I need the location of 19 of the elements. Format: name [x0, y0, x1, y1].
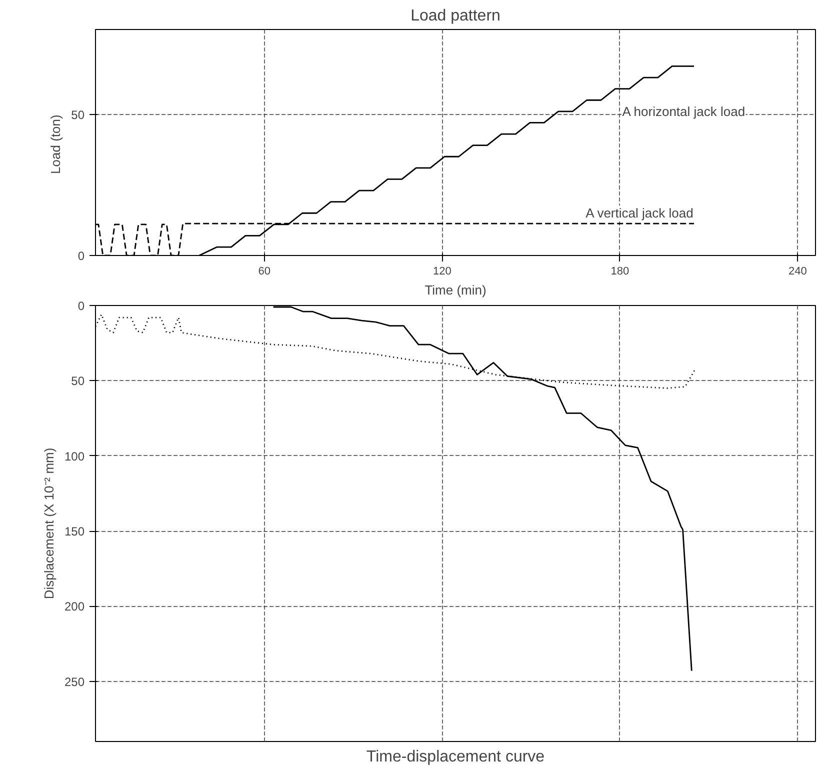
y-tick-label: 50 [71, 374, 85, 388]
y-tick-label: 0 [78, 249, 85, 263]
y-tick-label: 0 [78, 299, 85, 313]
y-axis-title: Displacement (X 10⁻² mm) [41, 448, 56, 600]
y-tick-label: 50 [71, 108, 85, 122]
y-tick-label: 100 [64, 449, 85, 464]
y-tick-label: 250 [64, 674, 85, 689]
y-tick-label: 150 [64, 524, 85, 539]
text: Time-displacement curve [366, 748, 545, 766]
y-axis-title: Load (ton) [48, 114, 64, 174]
y-tick-label: 200 [64, 600, 85, 614]
series-label: A vertical jack load [586, 206, 694, 221]
series-label: A horizontal jack load [622, 104, 746, 120]
chart-title: Load pattern [410, 8, 500, 24]
x-axis-title: Time (min) [424, 282, 486, 298]
x-tick-label: 240 [788, 266, 807, 278]
x-tick-label: 60 [258, 266, 271, 278]
x-tick-label: 120 [432, 266, 452, 278]
x-tick-label: 180 [610, 266, 630, 278]
